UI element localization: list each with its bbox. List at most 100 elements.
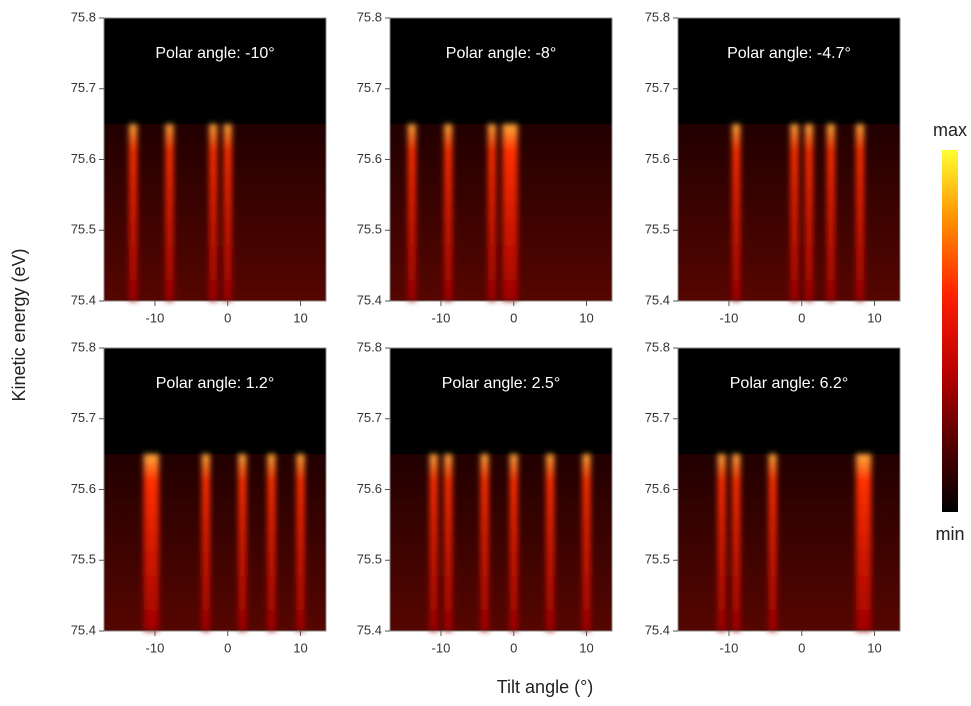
y-tick-label: 75.7 xyxy=(645,410,670,425)
y-tick-label: 75.8 xyxy=(71,9,96,24)
band xyxy=(855,454,864,631)
y-tick-label: 75.7 xyxy=(357,410,382,425)
bands xyxy=(732,124,864,301)
band xyxy=(444,124,453,301)
y-tick-label: 75.8 xyxy=(71,339,96,354)
band xyxy=(267,454,276,631)
panel-title: Polar angle: 2.5° xyxy=(442,375,560,392)
band xyxy=(429,454,438,631)
y-tick-label: 75.7 xyxy=(71,80,96,95)
intensity-background xyxy=(678,124,900,301)
x-tick-label: 0 xyxy=(510,310,517,325)
y-tick-label: 75.7 xyxy=(645,80,670,95)
band xyxy=(805,124,814,301)
band xyxy=(790,124,799,301)
band xyxy=(223,124,232,301)
y-tick-label: 75.4 xyxy=(645,292,670,307)
y-tick-label: 75.6 xyxy=(71,481,96,496)
x-tick-label: 0 xyxy=(798,310,805,325)
y-tick-label: 75.7 xyxy=(71,410,96,425)
colorbar xyxy=(942,150,958,512)
band xyxy=(509,454,518,631)
y-tick-label: 75.4 xyxy=(645,622,670,637)
band xyxy=(296,454,305,631)
bands xyxy=(429,454,591,631)
band xyxy=(487,124,496,301)
band xyxy=(502,124,511,301)
panel-title: Polar angle: -10° xyxy=(155,45,274,62)
x-tick-label: -10 xyxy=(146,640,165,655)
x-tick-label: 10 xyxy=(579,310,593,325)
x-tick-label: 10 xyxy=(293,310,307,325)
y-tick-label: 75.5 xyxy=(71,222,96,237)
y-tick-label: 75.4 xyxy=(357,622,382,637)
band xyxy=(509,124,518,301)
y-tick-label: 75.5 xyxy=(645,222,670,237)
band xyxy=(732,454,741,631)
y-tick-label: 75.5 xyxy=(71,552,96,567)
y-tick-label: 75.8 xyxy=(357,9,382,24)
x-tick-label: 0 xyxy=(224,310,231,325)
band xyxy=(826,124,835,301)
y-tick-label: 75.5 xyxy=(357,222,382,237)
band xyxy=(238,454,247,631)
band xyxy=(546,454,555,631)
x-tick-label: 0 xyxy=(798,640,805,655)
y-tick-label: 75.8 xyxy=(357,339,382,354)
intensity-background xyxy=(104,454,326,631)
band xyxy=(855,124,864,301)
bands xyxy=(129,124,232,301)
y-tick-label: 75.7 xyxy=(357,80,382,95)
y-tick-label: 75.5 xyxy=(357,552,382,567)
band xyxy=(582,454,591,631)
y-tick-label: 75.8 xyxy=(645,9,670,24)
x-axis-label: Tilt angle (°) xyxy=(497,677,594,697)
x-tick-label: 0 xyxy=(224,640,231,655)
band xyxy=(165,124,174,301)
y-tick-label: 75.4 xyxy=(71,622,96,637)
bands xyxy=(143,454,305,631)
x-tick-label: 0 xyxy=(510,640,517,655)
x-tick-label: -10 xyxy=(720,310,739,325)
y-tick-label: 75.8 xyxy=(645,339,670,354)
intensity-background xyxy=(390,124,612,301)
band xyxy=(129,124,138,301)
panel-title: Polar angle: -8° xyxy=(446,45,556,62)
band xyxy=(717,454,726,631)
y-tick-label: 75.6 xyxy=(645,151,670,166)
y-tick-label: 75.6 xyxy=(645,481,670,496)
band xyxy=(444,454,453,631)
panel-title: Polar angle: -4.7° xyxy=(727,45,851,62)
colorbar-min: min xyxy=(935,524,964,544)
x-tick-label: 10 xyxy=(579,640,593,655)
bands xyxy=(407,124,518,301)
y-axis-label: Kinetic energy (eV) xyxy=(9,248,29,401)
intensity-background xyxy=(390,454,612,631)
y-tick-label: 75.4 xyxy=(357,292,382,307)
y-tick-label: 75.6 xyxy=(357,481,382,496)
band xyxy=(863,454,872,631)
band xyxy=(209,124,218,301)
x-tick-label: -10 xyxy=(432,310,451,325)
x-tick-label: -10 xyxy=(720,640,739,655)
colorbar-max: max xyxy=(933,120,967,140)
x-tick-label: 10 xyxy=(293,640,307,655)
panel-title: Polar angle: 6.2° xyxy=(730,375,848,392)
band xyxy=(480,454,489,631)
band xyxy=(407,124,416,301)
y-tick-label: 75.6 xyxy=(71,151,96,166)
y-tick-label: 75.6 xyxy=(357,151,382,166)
band xyxy=(201,454,210,631)
band xyxy=(768,454,777,631)
band xyxy=(150,454,159,631)
panel-title: Polar angle: 1.2° xyxy=(156,375,274,392)
band xyxy=(143,454,152,631)
x-tick-label: -10 xyxy=(432,640,451,655)
bands xyxy=(717,454,872,631)
y-tick-label: 75.5 xyxy=(645,552,670,567)
band xyxy=(732,124,741,301)
x-tick-label: 10 xyxy=(867,640,881,655)
y-tick-label: 75.4 xyxy=(71,292,96,307)
x-tick-label: -10 xyxy=(146,310,165,325)
